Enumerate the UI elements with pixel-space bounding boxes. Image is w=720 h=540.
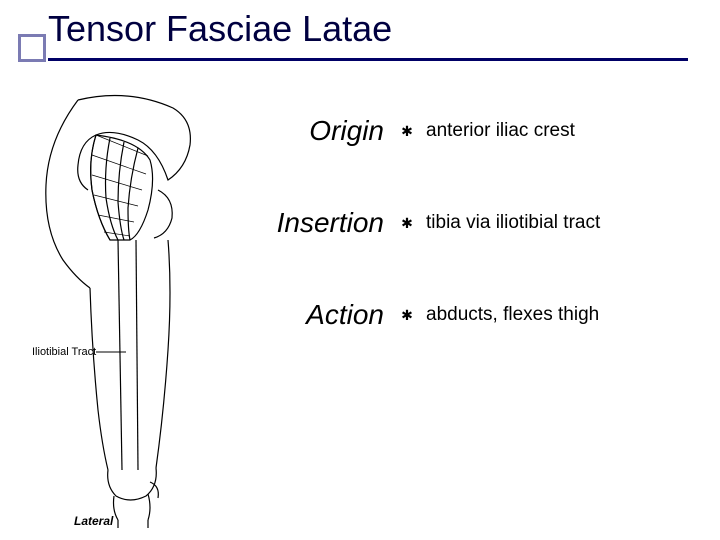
row-value: abducts, flexes thigh <box>414 304 599 326</box>
bullet-icon: ✱ <box>400 308 414 322</box>
anatomy-diagram: Iliotibial Tract Lateral <box>18 90 218 530</box>
row-value: tibia via iliotibial tract <box>414 212 600 234</box>
title-underline <box>48 58 688 61</box>
bullet-icon: ✱ <box>400 124 414 138</box>
bullet-icon: ✱ <box>400 216 414 230</box>
diagram-label-tract: Iliotibial Tract <box>32 346 96 358</box>
page-title: Tensor Fasciae Latae <box>48 8 688 52</box>
title-accent-box <box>18 34 46 62</box>
anatomy-svg <box>18 90 218 530</box>
row-origin: Origin ✱ anterior iliac crest <box>230 115 700 147</box>
diagram-label-view: Lateral <box>74 514 113 528</box>
row-value: anterior iliac crest <box>414 120 575 142</box>
info-list: Origin ✱ anterior iliac crest Insertion … <box>230 115 700 391</box>
row-insertion: Insertion ✱ tibia via iliotibial tract <box>230 207 700 239</box>
title-block: Tensor Fasciae Latae <box>48 8 688 52</box>
row-action: Action ✱ abducts, flexes thigh <box>230 299 700 331</box>
row-label: Origin <box>230 115 400 147</box>
row-label: Action <box>230 299 400 331</box>
row-label: Insertion <box>230 207 400 239</box>
